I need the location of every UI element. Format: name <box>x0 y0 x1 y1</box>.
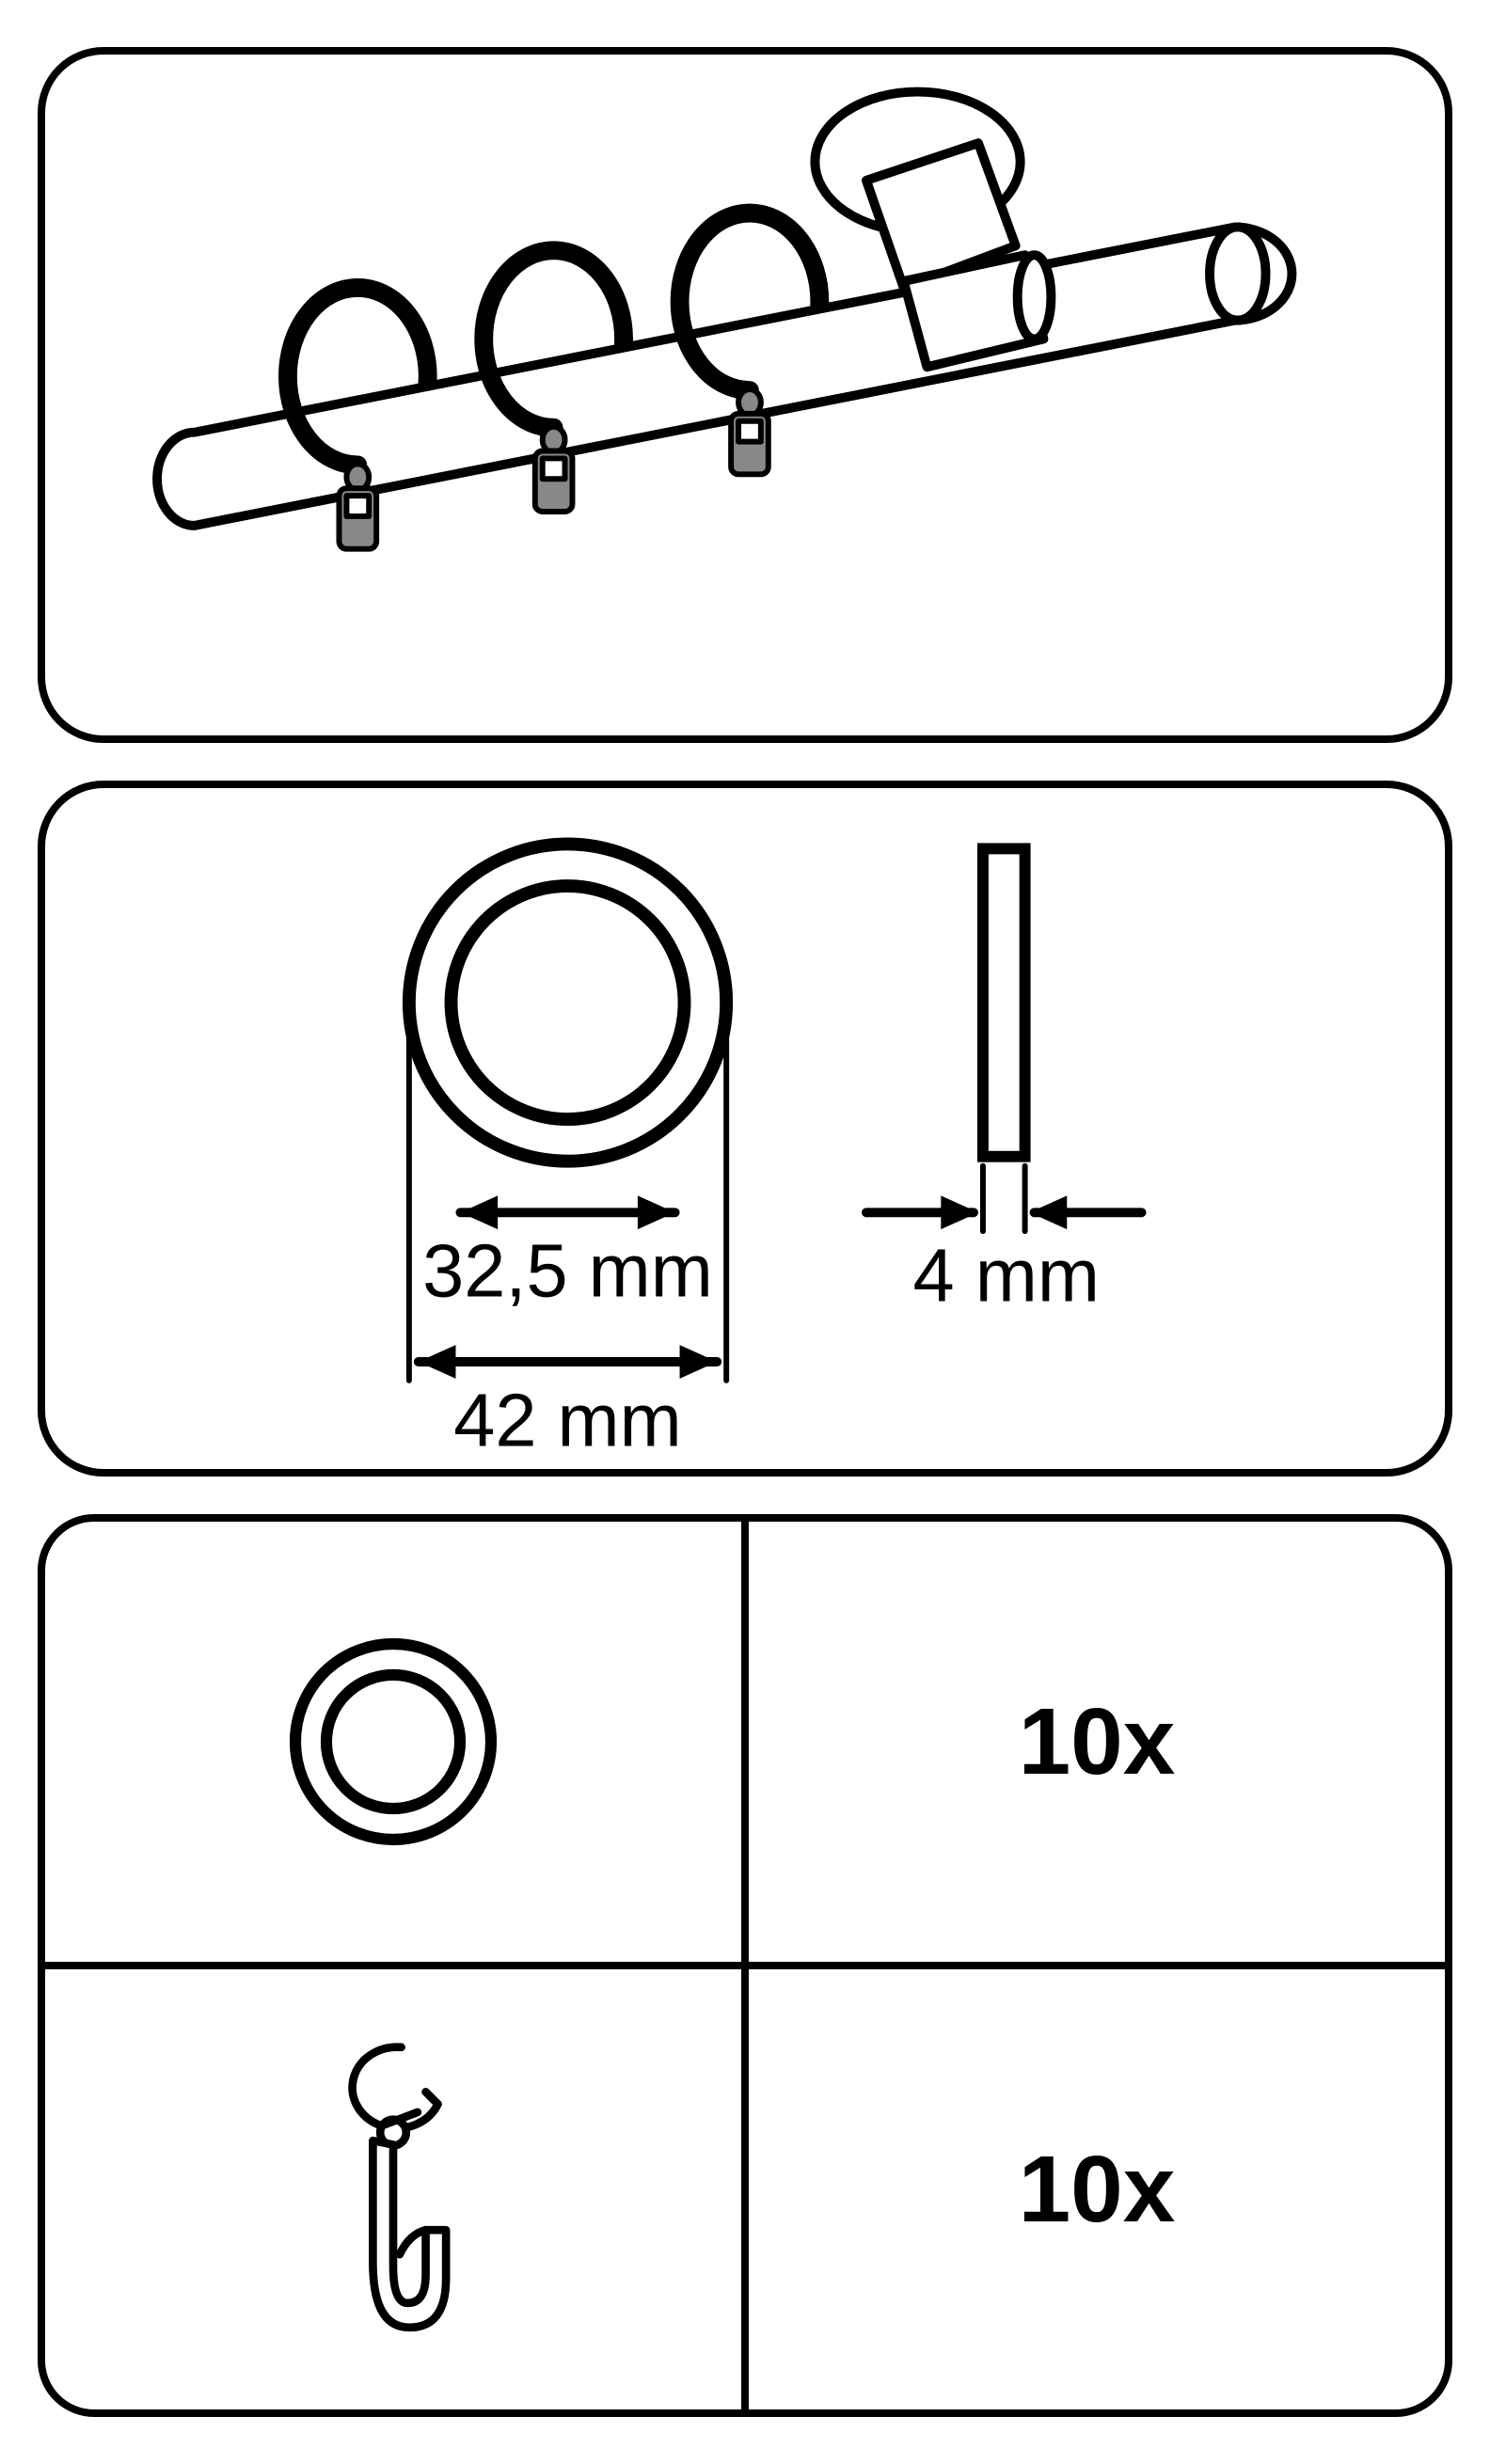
panel-assembly <box>38 47 1452 743</box>
inner-diameter-label: 32,5 mm <box>422 1229 713 1313</box>
outer-diameter-label: 42 mm <box>453 1378 682 1461</box>
ring-qty-label: 10x <box>1019 1688 1176 1796</box>
panel-parts: 10x <box>38 1514 1452 2417</box>
instruction-sheet: 32,5 mm 42 mm 4 mm 10x <box>0 19 1490 2445</box>
parts-cell-hook-qty: 10x <box>749 1969 1445 2409</box>
parts-cell-ring-icon <box>45 1522 749 1962</box>
parts-cell-ring-qty: 10x <box>749 1522 1445 1962</box>
parts-row-ring: 10x <box>45 1522 1445 1962</box>
parts-row-hook: 10x <box>45 1969 1445 2409</box>
dimensions-illustration: 32,5 mm 42 mm 4 mm <box>45 788 1445 1469</box>
ring-icon <box>271 1619 515 1864</box>
parts-divider <box>45 1962 1445 1969</box>
thickness-label: 4 mm <box>913 1234 1100 1318</box>
hook-icon <box>304 2034 483 2345</box>
panel-dimensions: 32,5 mm 42 mm 4 mm <box>38 781 1452 1477</box>
hook-qty-label: 10x <box>1019 2136 1176 2244</box>
assembly-illustration <box>45 55 1445 735</box>
parts-cell-hook-icon <box>45 1969 749 2409</box>
